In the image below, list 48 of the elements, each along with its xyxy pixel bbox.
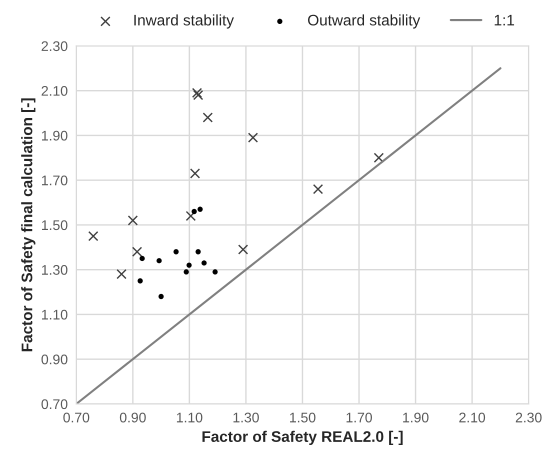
y-tick-label: 2.30: [42, 41, 68, 52]
legend-label: 1:1: [494, 14, 514, 26]
point: [128, 215, 138, 226]
point: [193, 90, 204, 100]
legend-label: Inward stability: [134, 14, 234, 29]
x-tick-label: 0.90: [120, 412, 146, 422]
y-tick-label: 1.50: [42, 220, 68, 230]
point: [186, 210, 196, 222]
point: [184, 269, 189, 274]
point: [156, 258, 162, 264]
point: [248, 132, 258, 143]
point: [192, 208, 197, 214]
point: [140, 256, 145, 262]
x-tick-label: 1.30: [233, 412, 259, 422]
y-tick-label: 2.10: [42, 86, 68, 96]
point: [202, 112, 213, 123]
point: [201, 260, 207, 266]
point: [196, 249, 201, 254]
y-tick-label: 1.30: [42, 264, 68, 275]
legend-label: Outward stability: [308, 14, 420, 29]
point: [212, 269, 218, 274]
x-tick-label: 0.70: [63, 412, 90, 422]
x-tick-label: 1.10: [176, 412, 202, 422]
point: [192, 88, 202, 98]
x-tick-label: 1.90: [403, 412, 429, 422]
x-tick-label: 1.50: [290, 412, 316, 422]
point: [88, 231, 98, 242]
point: [186, 262, 192, 268]
x-tick-label: 2.10: [459, 412, 486, 422]
x-axis-title: Factor of Safety REAL2.0 [-]: [202, 430, 403, 445]
point: [374, 152, 384, 163]
y-axis-title: Factor of Safety final calculation [-]: [21, 98, 36, 352]
point: [174, 249, 179, 254]
point: [312, 184, 324, 194]
point: [238, 244, 248, 255]
y-tick-label: 1.10: [42, 310, 68, 320]
point: [116, 269, 127, 280]
y-tick-label: 1.70: [42, 175, 68, 186]
x-tick-label: 1.70: [346, 412, 372, 422]
y-tick-label: 0.70: [41, 399, 68, 410]
x-tick-label: 2.30: [516, 412, 542, 422]
point: [132, 246, 142, 257]
y-tick-label: 1.90: [42, 130, 68, 141]
point: [198, 206, 203, 212]
point: [158, 294, 164, 300]
point: [190, 168, 200, 179]
point: [138, 278, 143, 284]
y-tick-label: 0.90: [41, 354, 68, 364]
